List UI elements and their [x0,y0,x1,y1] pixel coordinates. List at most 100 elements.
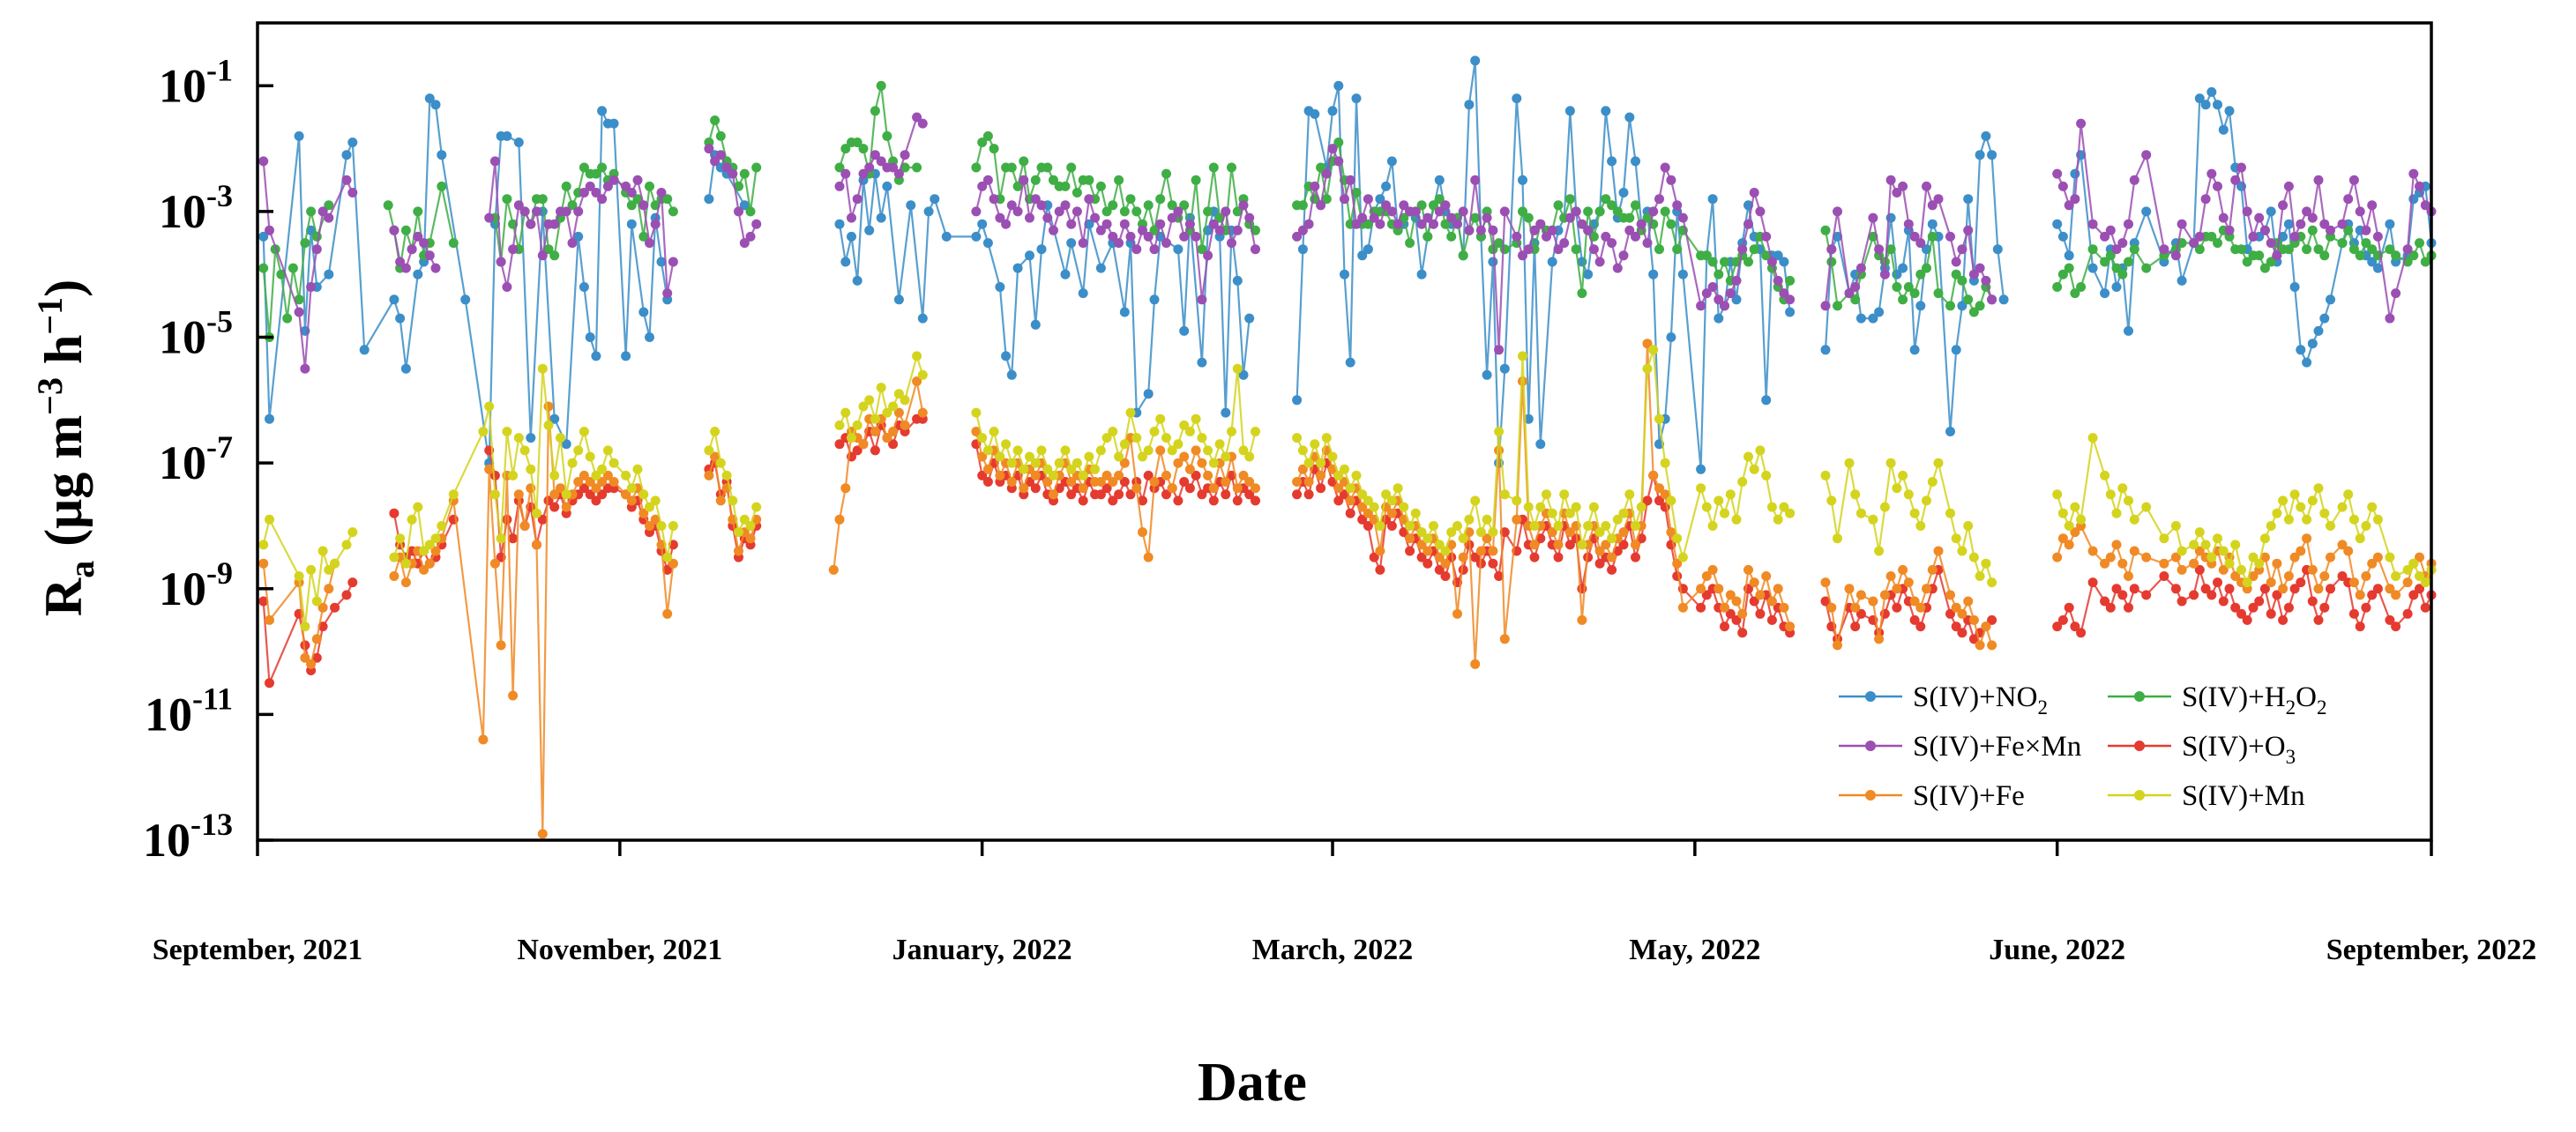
data-point [2189,558,2199,569]
data-point [1197,357,1207,368]
series-4 [258,339,2437,839]
data-point [1095,181,1106,191]
data-point [1114,470,1124,480]
data-point [1559,489,1570,500]
data-point [1114,175,1124,185]
data-point [1416,219,1427,229]
data-point [1458,552,1468,562]
data-point [739,200,750,211]
data-point [2385,614,2395,625]
data-point [1143,200,1154,211]
data-point [1030,319,1041,330]
data-point [1773,275,1783,286]
data-point [1874,307,1885,317]
data-point [710,427,721,436]
data-point [1963,225,1974,235]
data-point [2242,206,2252,217]
data-point [1345,495,1355,506]
data-point [1333,156,1344,167]
data-point [526,464,536,474]
data-point [1529,521,1540,531]
data-point [1761,250,1772,261]
data-point [579,483,589,494]
data-point [2272,590,2282,600]
data-point [2319,571,2330,581]
data-point [496,533,506,544]
data-point [430,533,441,544]
data-point [2254,558,2265,569]
data-point [1167,212,1177,223]
data-point [704,144,714,154]
data-point [1553,540,1564,550]
data-point [1470,56,1481,66]
data-point [1440,558,1451,569]
data-point [1251,244,1260,255]
data-point [2224,584,2235,594]
data-point [2361,602,2371,613]
data-point [995,212,1005,223]
data-point [1386,495,1397,506]
data-point [1244,477,1255,487]
data-point [2408,590,2419,600]
data-point [1523,502,1534,512]
data-point [1785,307,1796,317]
data-point [1340,269,1349,279]
data-point [561,181,571,191]
data-point [1933,288,1944,299]
data-point [1701,590,1712,600]
data-point [1292,231,1303,242]
data-point [2242,577,2252,588]
data-point [1547,225,1557,235]
data-point [1405,546,1415,556]
data-point [1660,489,1670,500]
y-tick-exponent: -13 [190,807,233,842]
data-point [2117,483,2128,494]
data-point [1714,495,1724,506]
data-point [1125,194,1136,205]
data-point [430,263,441,273]
data-point [1078,238,1088,249]
data-point [1470,212,1481,223]
data-point [1594,527,1605,538]
data-point [1042,477,1053,487]
data-point [585,489,595,500]
y-tick-exponent: -9 [206,555,233,591]
data-point [2129,514,2139,525]
data-point [1184,464,1195,474]
y-tick-base: 10 [159,562,206,615]
data-point [1184,219,1195,229]
data-point [1084,194,1094,205]
data-point [1879,269,1890,279]
data-point [1564,212,1575,223]
data-point [1785,508,1796,518]
legend-label-name: S(IV)+Fe×Mn [1913,731,2081,763]
data-point [1577,288,1587,299]
y-axis-title: Ra (μg m−3 h−1) [30,279,101,616]
data-point [1583,521,1594,531]
data-point [2307,596,2318,607]
data-point [1416,540,1427,550]
data-point [2296,577,2306,588]
data-point [2302,206,2312,217]
data-point [1992,244,2003,255]
data-point [1642,495,1653,506]
data-point [1006,162,1017,173]
data-point [1553,244,1564,255]
data-point [2415,552,2424,562]
data-point [2218,596,2229,607]
data-point [1363,508,1373,518]
data-point [1731,275,1742,286]
data-point [1868,514,1878,525]
data-point [532,206,541,217]
data-point [840,144,851,154]
data-point [1399,502,1409,512]
data-point [591,168,601,179]
data-point [2266,257,2276,267]
data-point [2242,257,2252,267]
data-point [1892,602,1902,613]
data-point [567,238,578,249]
data-point [1001,351,1012,361]
data-point [1066,464,1077,474]
data-point [1440,200,1451,211]
data-point [1761,395,1772,406]
